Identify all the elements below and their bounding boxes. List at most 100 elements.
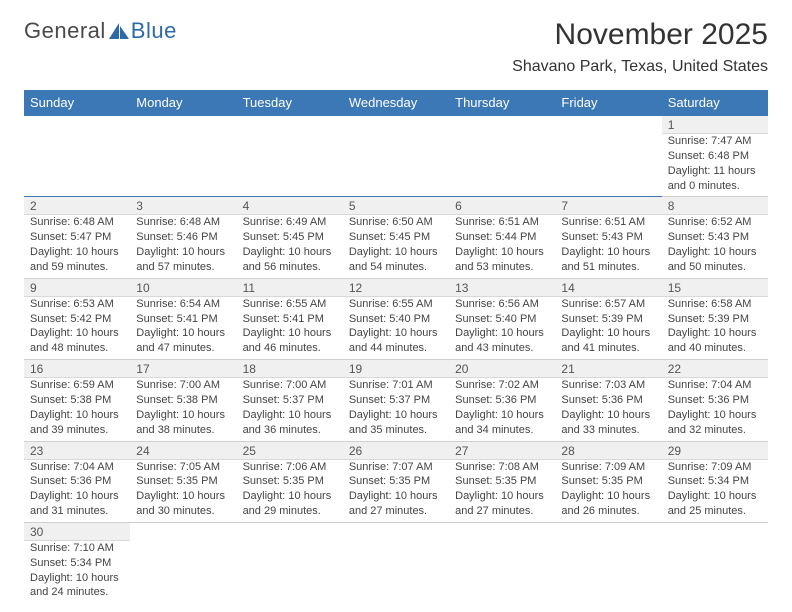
daylight-line-1: Daylight: 10 hours <box>668 245 762 260</box>
day-number: 15 <box>662 279 768 297</box>
calendar-cell: 27Sunrise: 7:08 AMSunset: 5:35 PMDayligh… <box>449 441 555 522</box>
location: Shavano Park, Texas, United States <box>512 58 768 76</box>
sunrise-line: Sunrise: 6:58 AM <box>668 297 762 312</box>
daylight-line-1: Daylight: 10 hours <box>30 408 124 423</box>
daylight-line-2: and 31 minutes. <box>30 504 124 519</box>
sail-icon <box>108 22 130 40</box>
calendar-cell: 19Sunrise: 7:01 AMSunset: 5:37 PMDayligh… <box>343 360 449 441</box>
daylight-line-1: Daylight: 10 hours <box>455 489 549 504</box>
calendar-cell <box>555 522 661 603</box>
sunset-line: Sunset: 5:37 PM <box>243 393 337 408</box>
day-number: 17 <box>130 360 236 378</box>
sunrise-line: Sunrise: 6:49 AM <box>243 215 337 230</box>
sunset-line: Sunset: 5:38 PM <box>136 393 230 408</box>
sunrise-line: Sunrise: 7:06 AM <box>243 460 337 475</box>
daylight-line-2: and 57 minutes. <box>136 260 230 275</box>
calendar-row: 30Sunrise: 7:10 AMSunset: 5:34 PMDayligh… <box>24 522 768 603</box>
daylight-line-1: Daylight: 10 hours <box>349 245 443 260</box>
calendar-cell: 1Sunrise: 7:47 AMSunset: 6:48 PMDaylight… <box>662 116 768 197</box>
sunrise-line: Sunrise: 7:00 AM <box>136 378 230 393</box>
daylight-line-2: and 50 minutes. <box>668 260 762 275</box>
sunset-line: Sunset: 5:46 PM <box>136 230 230 245</box>
calendar-cell: 11Sunrise: 6:55 AMSunset: 5:41 PMDayligh… <box>237 278 343 359</box>
sunset-line: Sunset: 5:35 PM <box>561 474 655 489</box>
calendar-cell: 29Sunrise: 7:09 AMSunset: 5:34 PMDayligh… <box>662 441 768 522</box>
calendar-cell: 18Sunrise: 7:00 AMSunset: 5:37 PMDayligh… <box>237 360 343 441</box>
sunset-line: Sunset: 5:37 PM <box>349 393 443 408</box>
day-number: 16 <box>24 360 130 378</box>
sunset-line: Sunset: 5:34 PM <box>30 556 124 571</box>
daylight-line-2: and 32 minutes. <box>668 423 762 438</box>
logo-text-b: Blue <box>131 18 177 44</box>
day-number: 14 <box>555 279 661 297</box>
sunset-line: Sunset: 5:36 PM <box>30 474 124 489</box>
calendar-cell: 23Sunrise: 7:04 AMSunset: 5:36 PMDayligh… <box>24 441 130 522</box>
calendar-cell: 10Sunrise: 6:54 AMSunset: 5:41 PMDayligh… <box>130 278 236 359</box>
sunrise-line: Sunrise: 7:05 AM <box>136 460 230 475</box>
sunrise-line: Sunrise: 6:56 AM <box>455 297 549 312</box>
calendar-cell <box>449 522 555 603</box>
daylight-line-2: and 46 minutes. <box>243 341 337 356</box>
calendar-cell: 15Sunrise: 6:58 AMSunset: 5:39 PMDayligh… <box>662 278 768 359</box>
sunrise-line: Sunrise: 7:08 AM <box>455 460 549 475</box>
sunset-line: Sunset: 5:36 PM <box>561 393 655 408</box>
daylight-line-2: and 27 minutes. <box>455 504 549 519</box>
calendar-cell <box>449 116 555 197</box>
logo: General Blue <box>24 18 177 44</box>
day-number: 20 <box>449 360 555 378</box>
day-number: 1 <box>662 116 768 134</box>
daylight-line-1: Daylight: 10 hours <box>561 245 655 260</box>
daylight-line-1: Daylight: 10 hours <box>30 326 124 341</box>
sunset-line: Sunset: 5:36 PM <box>455 393 549 408</box>
daylight-line-1: Daylight: 10 hours <box>349 489 443 504</box>
daylight-line-1: Daylight: 10 hours <box>668 408 762 423</box>
day-number: 5 <box>343 197 449 215</box>
day-number: 10 <box>130 279 236 297</box>
calendar-cell: 8Sunrise: 6:52 AMSunset: 5:43 PMDaylight… <box>662 197 768 278</box>
day-number: 24 <box>130 442 236 460</box>
day-number: 28 <box>555 442 661 460</box>
daylight-line-1: Daylight: 10 hours <box>455 326 549 341</box>
sunrise-line: Sunrise: 6:48 AM <box>136 215 230 230</box>
sunrise-line: Sunrise: 7:01 AM <box>349 378 443 393</box>
daylight-line-1: Daylight: 10 hours <box>668 326 762 341</box>
daylight-line-2: and 56 minutes. <box>243 260 337 275</box>
sunrise-line: Sunrise: 7:09 AM <box>668 460 762 475</box>
sunrise-line: Sunrise: 6:53 AM <box>30 297 124 312</box>
calendar-cell <box>555 116 661 197</box>
daylight-line-1: Daylight: 10 hours <box>136 408 230 423</box>
sunset-line: Sunset: 5:41 PM <box>243 312 337 327</box>
daylight-line-1: Daylight: 10 hours <box>668 489 762 504</box>
sunrise-line: Sunrise: 7:04 AM <box>668 378 762 393</box>
daylight-line-1: Daylight: 10 hours <box>561 489 655 504</box>
day-number: 25 <box>237 442 343 460</box>
sunrise-line: Sunrise: 7:00 AM <box>243 378 337 393</box>
daylight-line-1: Daylight: 10 hours <box>136 489 230 504</box>
daylight-line-1: Daylight: 10 hours <box>455 408 549 423</box>
calendar-cell: 4Sunrise: 6:49 AMSunset: 5:45 PMDaylight… <box>237 197 343 278</box>
col-tue: Tuesday <box>237 90 343 116</box>
logo-text-a: General <box>24 18 106 44</box>
day-number: 3 <box>130 197 236 215</box>
sunset-line: Sunset: 5:41 PM <box>136 312 230 327</box>
month-title: November 2025 <box>512 18 768 52</box>
day-number: 26 <box>343 442 449 460</box>
calendar-cell: 6Sunrise: 6:51 AMSunset: 5:44 PMDaylight… <box>449 197 555 278</box>
calendar-row: 23Sunrise: 7:04 AMSunset: 5:36 PMDayligh… <box>24 441 768 522</box>
day-number: 13 <box>449 279 555 297</box>
sunrise-line: Sunrise: 7:03 AM <box>561 378 655 393</box>
day-number: 23 <box>24 442 130 460</box>
sunrise-line: Sunrise: 7:07 AM <box>349 460 443 475</box>
sunset-line: Sunset: 5:45 PM <box>349 230 443 245</box>
daylight-line-2: and 25 minutes. <box>668 504 762 519</box>
calendar-cell: 13Sunrise: 6:56 AMSunset: 5:40 PMDayligh… <box>449 278 555 359</box>
sunrise-line: Sunrise: 6:51 AM <box>561 215 655 230</box>
daylight-line-1: Daylight: 10 hours <box>30 571 124 586</box>
daylight-line-2: and 35 minutes. <box>349 423 443 438</box>
daylight-line-1: Daylight: 10 hours <box>243 489 337 504</box>
sunrise-line: Sunrise: 7:02 AM <box>455 378 549 393</box>
calendar-row: 1Sunrise: 7:47 AMSunset: 6:48 PMDaylight… <box>24 116 768 197</box>
sunset-line: Sunset: 5:39 PM <box>561 312 655 327</box>
sunset-line: Sunset: 5:45 PM <box>243 230 337 245</box>
sunrise-line: Sunrise: 6:57 AM <box>561 297 655 312</box>
